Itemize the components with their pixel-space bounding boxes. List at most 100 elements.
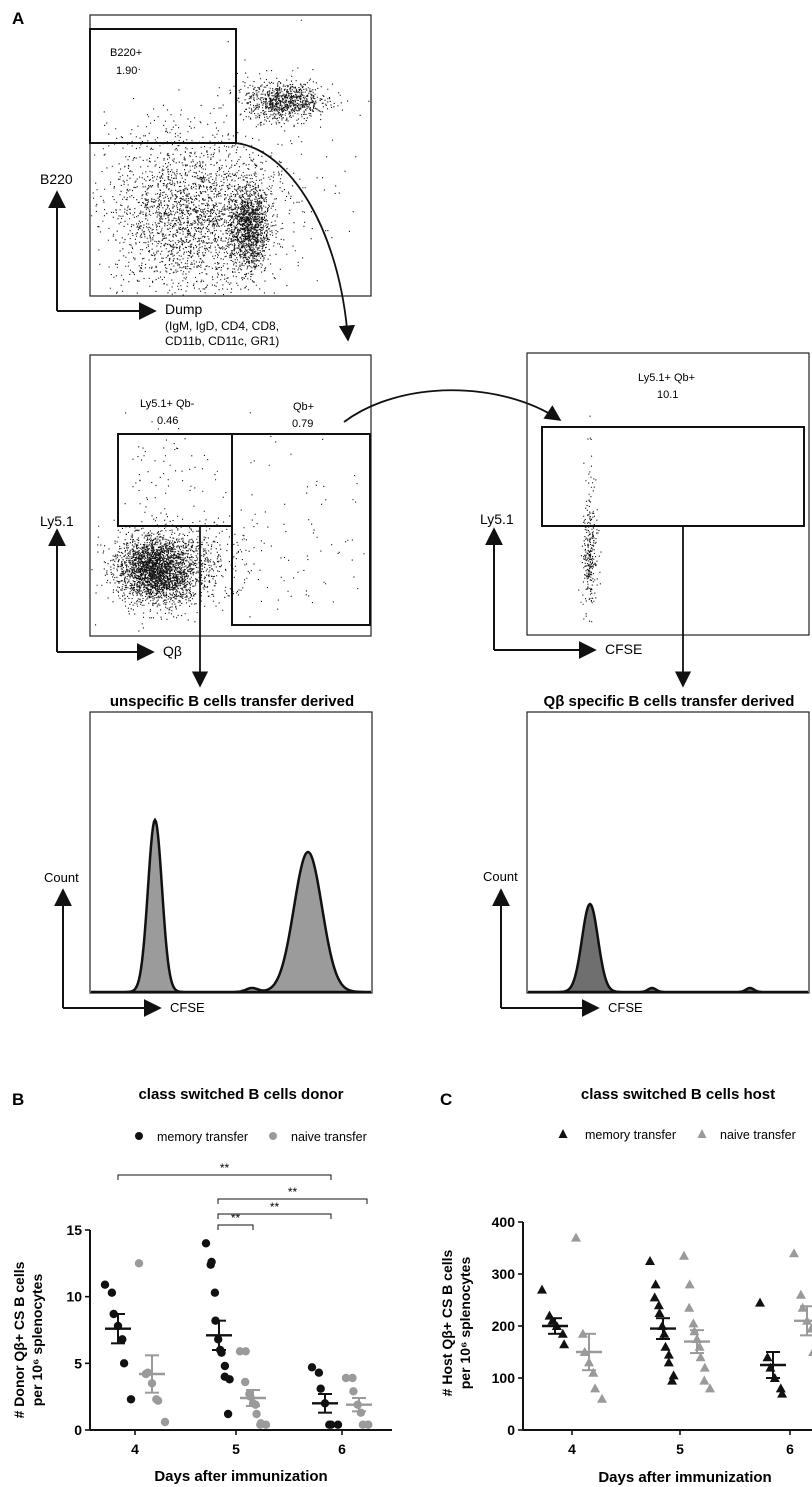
data-point [695,1352,706,1362]
data-point [201,1239,211,1248]
plot2-gate2-label: Qb+ [293,401,314,413]
data-point [755,1297,765,1307]
data-point [363,1420,373,1429]
data-point [210,1288,220,1297]
data-point [100,1280,110,1289]
data-point [537,1284,547,1294]
data-point [333,1420,343,1429]
data-point [314,1368,324,1377]
x-tick-label: 4 [131,1441,139,1457]
data-point [119,1359,129,1368]
y-tick-label: 10 [66,1289,82,1305]
data-point [307,1363,317,1372]
data-point [252,1409,261,1419]
plot1-gate-b220 [89,28,237,144]
data-point [645,1256,655,1265]
data-point [241,1377,250,1387]
y-tick-label: 200 [492,1318,516,1334]
data-point [241,1347,250,1356]
plot1-gate-value: 1.90 [116,65,137,77]
data-point [789,1248,799,1258]
data-point [571,1232,581,1242]
plot2-to-plot3-arrow [343,389,562,423]
data-point [134,1259,144,1268]
data-point [206,1260,215,1269]
plot3-dots [578,415,602,623]
plot1-dots [91,19,370,296]
event-cloud [181,412,371,618]
data-point [653,1300,664,1310]
plot1-x-axis-note-2: CD11b, CD11c, GR1) [165,334,279,348]
data-point [225,1375,234,1384]
data-point [126,1395,136,1404]
data-point [797,1302,808,1312]
data-point [775,1383,786,1393]
chart-donor: class switched B cells donor memory tran… [11,1086,392,1485]
chart-c-xlabel: Days after immunization [598,1469,771,1486]
plot3-gate-label: Ly5.1+ Qb+ [638,372,695,384]
legend-c-naive-marker [697,1129,707,1138]
hist1-curve [91,817,371,994]
y-tick-label: 5 [74,1355,82,1371]
x-tick-label: 6 [786,1441,794,1457]
data-point [663,1349,674,1359]
plot2-dots [91,412,371,632]
histogram-qb-specific: Qβ specific B cells transfer derived Cou… [483,693,810,1017]
y-tick-label: 100 [492,1370,516,1386]
x-tick-label: 5 [232,1441,240,1457]
x-tick-label: 5 [676,1441,684,1457]
significance-bracket [217,1213,332,1219]
data-point [160,1417,170,1427]
data-point [326,1420,336,1429]
significance-label: ** [270,1200,280,1214]
data-point [699,1375,710,1385]
data-point [348,1373,357,1383]
panel-label-b: B [12,1090,24,1109]
data-point [777,1388,788,1398]
data-point [118,1335,127,1344]
data-point [143,1368,152,1377]
chart-b-xlabel: Days after immunization [154,1468,327,1485]
data-point [316,1384,325,1393]
data-point [349,1387,358,1396]
chart-b-title: class switched B cells donor [138,1086,343,1103]
event-cloud [124,412,227,526]
legend-b-memory-marker [135,1132,143,1140]
significance-bracket [217,1198,368,1204]
data-point [795,1289,806,1299]
data-point [705,1383,715,1393]
hist1-title: unspecific B cells transfer derived [110,693,354,710]
significance-bracket [117,1174,332,1180]
data-point [341,1373,351,1383]
y-tick-label: 300 [492,1266,516,1282]
data-point [588,1367,599,1377]
y-tick-label: 0 [507,1422,515,1438]
data-point [220,1361,230,1371]
plot3-y-axis-label: Ly5.1 [480,511,514,527]
chart-c-ylabel-2: per 10⁶ splenocytes [457,1257,473,1390]
plot3-x-axis-label: CFSE [605,641,642,657]
plot2-x-axis-label: Qβ [163,643,182,659]
plot3-gate-value: 10.1 [657,389,678,401]
chart-b-ylabel-1: # Donor Qβ+ CS B cells [11,1261,27,1418]
data-point [223,1409,233,1419]
data-point [597,1393,607,1403]
plot1-x-axis-note-1: (IgM, IgD, CD4, CD8, [165,319,279,333]
data-point [356,1408,366,1417]
plot2-gate1-value: 0.46 [157,415,178,427]
hist2-title: Qβ specific B cells transfer derived [544,693,795,710]
plot2-gate2-value: 0.79 [292,418,313,430]
legend-b-memory-label: memory transfer [157,1130,248,1144]
data-point [559,1339,570,1349]
plot2-gate-qb-pos [231,433,371,626]
data-point [699,1362,710,1372]
data-point [654,1308,665,1317]
hist1-x-axis-label: CFSE [170,1000,205,1015]
facs-plot-b220-dump: B220+ 1.90 B220 Dump (IgM, IgD, CD4, CD8… [40,14,372,348]
facs-plot-ly51-cfse: Ly5.1+ Qb+ 10.1 Ly5.1 CFSE [480,352,810,688]
facs-plot-ly51-qb: Ly5.1+ Qb- 0.46 Qb+ 0.79 Ly5.1 Qβ [40,354,562,688]
data-point [261,1420,271,1429]
hist2-frame [526,711,810,994]
data-point [107,1288,117,1297]
data-point [667,1375,678,1385]
